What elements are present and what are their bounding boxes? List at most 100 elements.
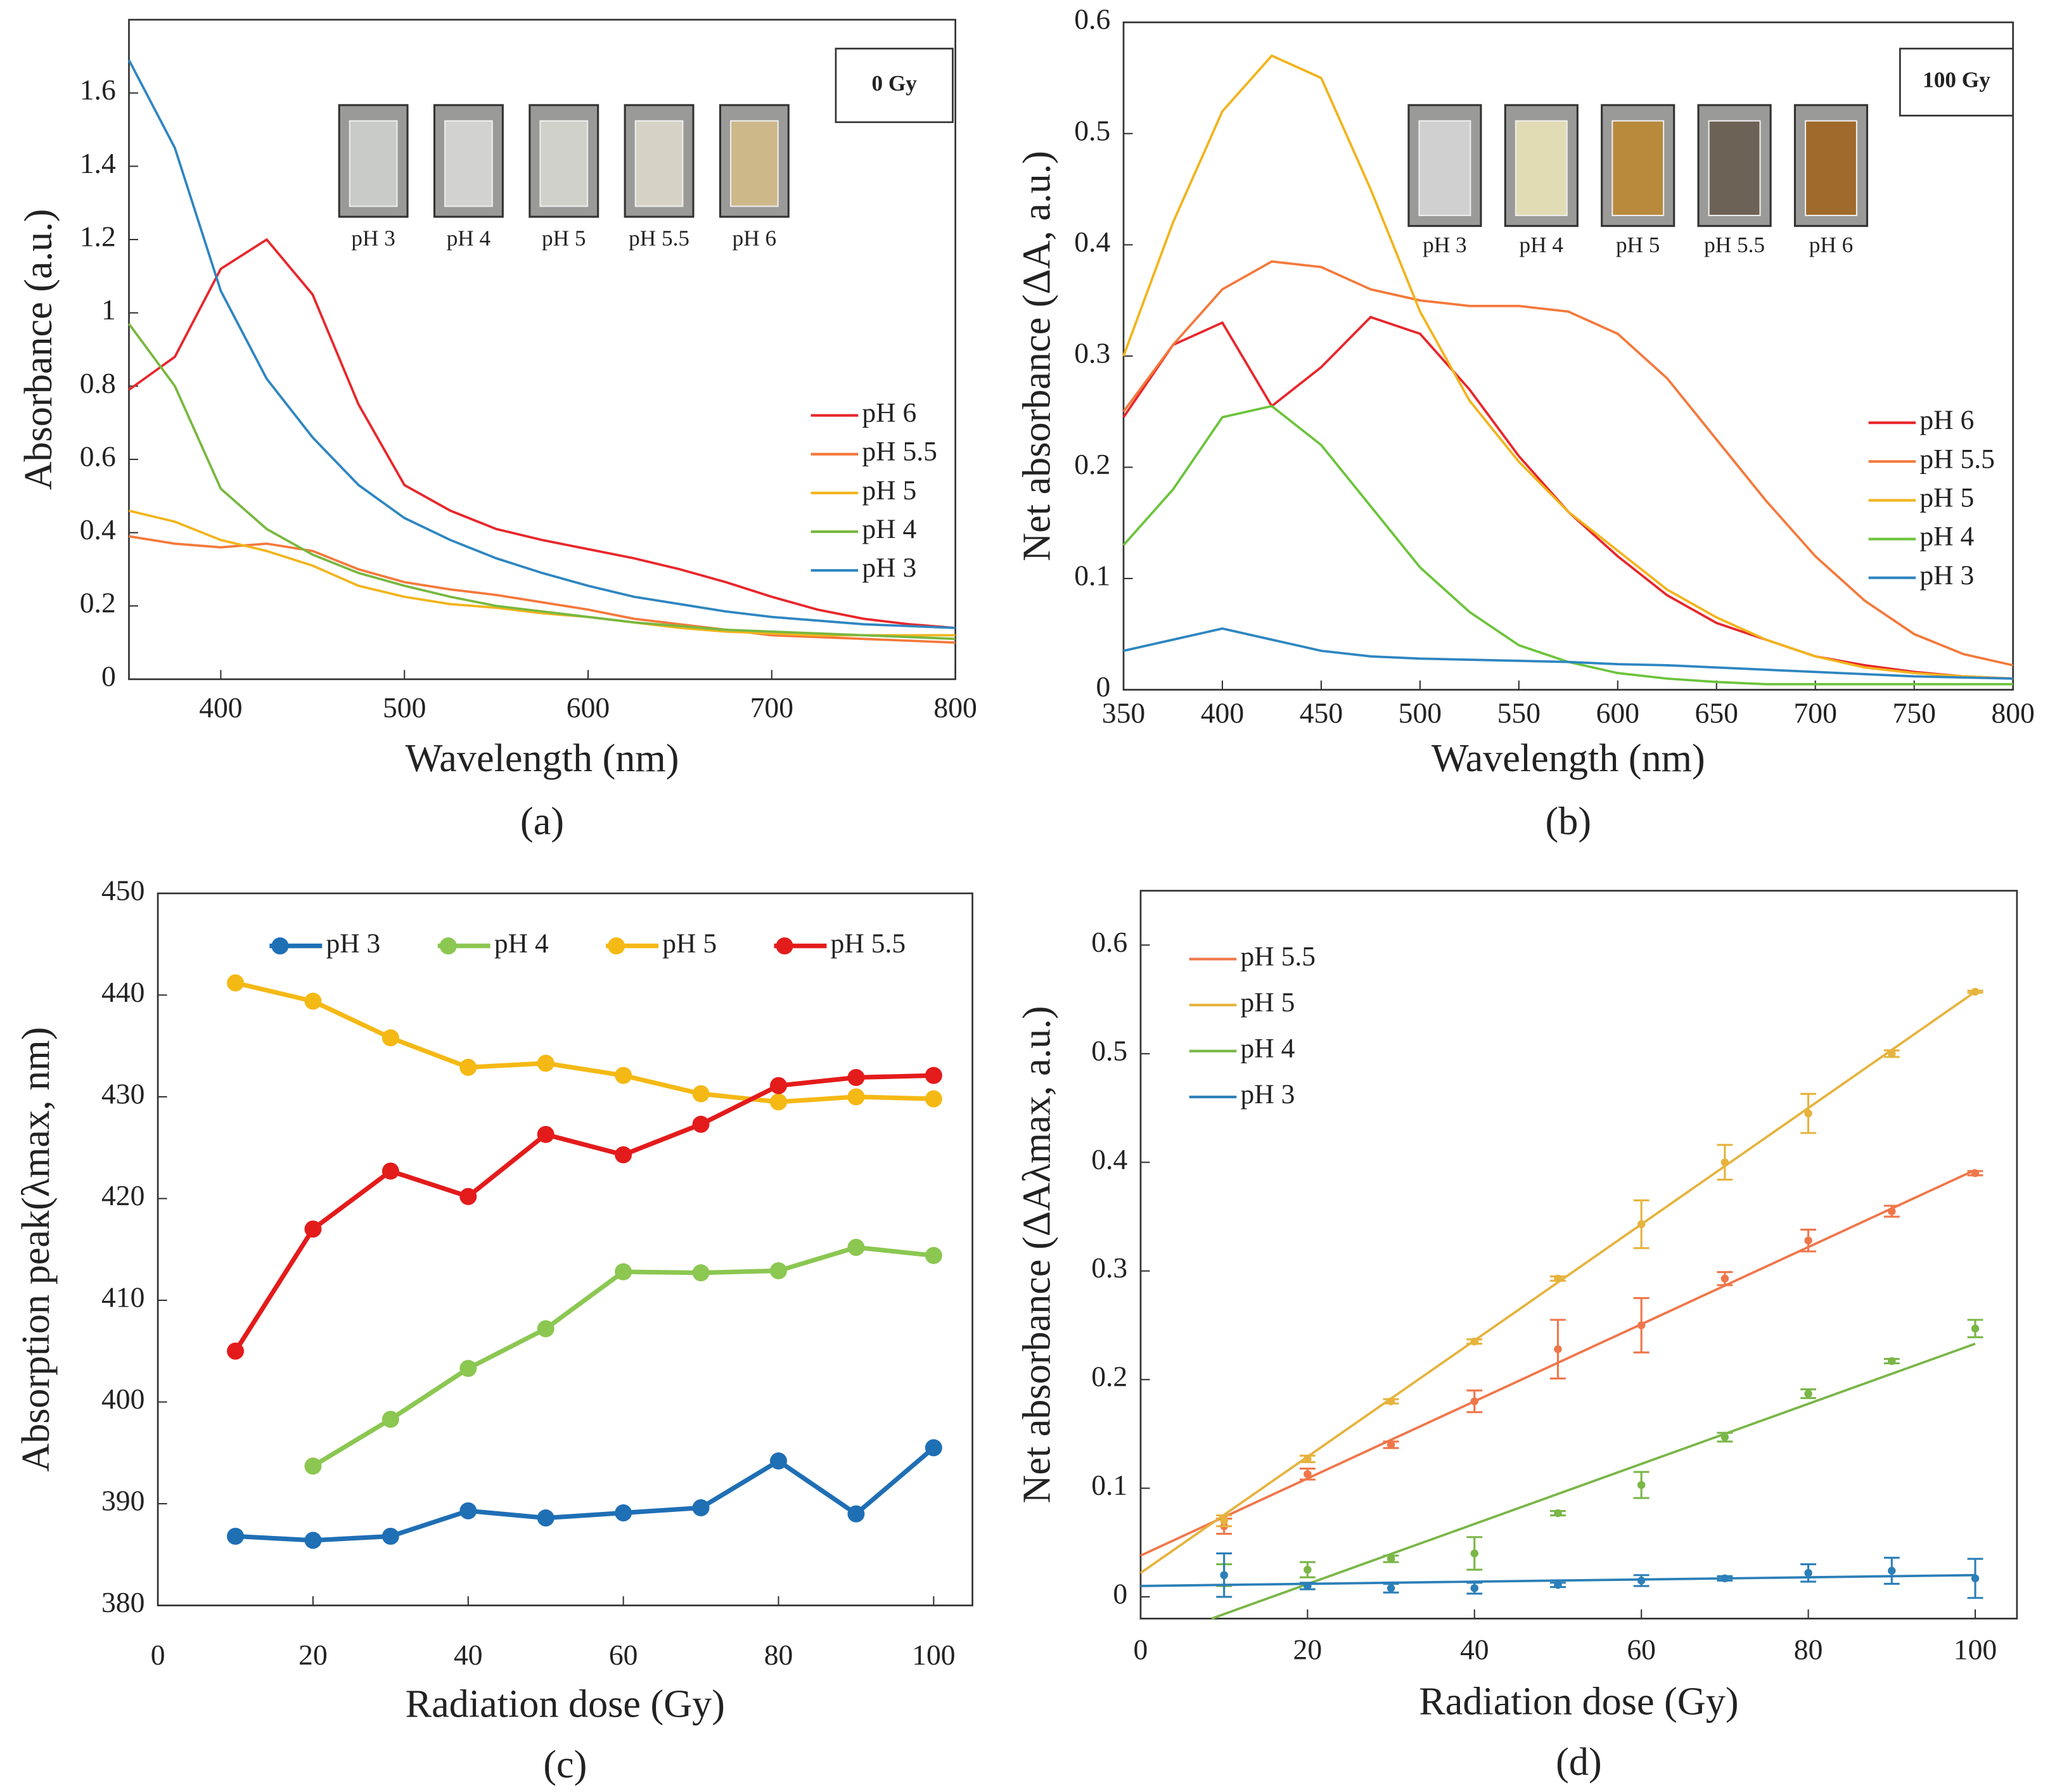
data-point [304, 1457, 322, 1475]
data-point [304, 992, 322, 1010]
data-point [1637, 1481, 1646, 1489]
y-tick-label: 0.5 [1091, 1034, 1127, 1066]
data-point [1720, 1433, 1729, 1442]
y-tick-label: 0.1 [1074, 559, 1110, 591]
data-point [1720, 1574, 1729, 1583]
y-tick-label: 0.6 [80, 440, 116, 472]
x-axis-label: Wavelength (nm) [1432, 737, 1705, 780]
legend-label: pH 4 [862, 514, 916, 544]
dose-box [1899, 48, 2014, 117]
legend-label: pH 6 [862, 398, 916, 428]
data-point [615, 1263, 632, 1281]
data-point [537, 1125, 554, 1143]
legend-marker [271, 937, 289, 955]
data-point [1888, 1566, 1896, 1575]
y-tick-label: 430 [101, 1077, 144, 1110]
x-tick-label: 550 [1497, 696, 1541, 729]
data-point [1387, 1397, 1395, 1405]
y-axis-label: Net absorbance (ΔA, a.u.) [1016, 151, 1059, 561]
data-point [1804, 1109, 1812, 1118]
data-point [692, 1085, 710, 1103]
data-point [1470, 1337, 1478, 1346]
series-line [129, 535, 956, 644]
series-line [1123, 627, 2013, 680]
y-tick-label: 1.2 [80, 221, 116, 253]
x-axis-label: Radiation dose (Gy) [406, 1683, 725, 1726]
data-point [1720, 1158, 1729, 1167]
y-tick-label: 1.4 [80, 147, 116, 179]
legend-label: pH 3 [326, 928, 380, 959]
legend-label: pH 5.5 [1241, 942, 1316, 972]
data-point [227, 1342, 245, 1360]
x-tick-label: 700 [750, 691, 793, 724]
data-point [1971, 987, 1980, 996]
panel: 400 500 600 700 800 0 0.2 0.4 0.6 0.8 1 1.2 1.4 1.6 Wa… [17, 18, 977, 843]
data-point [227, 974, 245, 992]
data-point [692, 1499, 710, 1516]
data-point [537, 1054, 554, 1072]
legend-label: pH 4 [1241, 1034, 1295, 1064]
data-point [459, 1187, 477, 1205]
y-tick-label: 0.4 [1074, 226, 1110, 258]
x-tick-label: 80 [1794, 1634, 1823, 1666]
data-point [381, 1162, 399, 1180]
data-point [770, 1262, 787, 1279]
y-tick-label: 0.3 [1074, 336, 1110, 369]
fit-line [1140, 1573, 1976, 1587]
y-tick-label: 410 [101, 1281, 144, 1313]
legend-label: pH 3 [1241, 1079, 1295, 1110]
y-tick-label: 0.4 [1091, 1143, 1127, 1175]
legend-label: pH 4 [494, 928, 549, 959]
y-tick-label: 450 [101, 874, 144, 906]
data-point [847, 1505, 865, 1523]
data-point [1470, 1397, 1478, 1405]
fit-line [1211, 1342, 1976, 1620]
data-point [227, 1527, 245, 1545]
data-point [381, 1527, 399, 1545]
data-point [1387, 1440, 1395, 1449]
x-tick-label: 100 [1954, 1634, 1997, 1666]
y-tick-label: 0.2 [80, 587, 116, 619]
y-tick-label: 0.5 [1074, 114, 1110, 146]
vial-liquid [634, 120, 684, 207]
panel-label: (c) [543, 1743, 587, 1786]
data-point [1554, 1509, 1562, 1518]
y-tick-label: 0.8 [80, 367, 116, 399]
y-tick-label: 0 [101, 660, 116, 692]
y-axis-label: Net absorbance (ΔAλmax, a.u.) [1016, 1006, 1059, 1504]
data-point [1220, 1571, 1228, 1579]
panel-label: (b) [1546, 800, 1592, 843]
data-point [925, 1246, 942, 1264]
data-point [1971, 1324, 1980, 1333]
legend-label: pH 4 [1919, 522, 1974, 552]
y-tick-label: 1.6 [80, 74, 116, 106]
data-point [692, 1264, 710, 1282]
data-point [1304, 1455, 1312, 1463]
data-point [847, 1088, 865, 1106]
vial-label: pH 5.5 [1704, 233, 1765, 257]
y-axis-label: Absorbance (a.u.) [17, 209, 60, 490]
series-line [127, 59, 956, 629]
data-point [615, 1146, 632, 1163]
x-tick-label: 40 [454, 1639, 483, 1671]
x-tick-label: 60 [609, 1639, 638, 1671]
data-point [770, 1452, 787, 1470]
data-point [459, 1360, 477, 1378]
legend-label: pH 5 [1919, 483, 1974, 513]
data-point [1554, 1345, 1562, 1354]
x-tick-label: 350 [1102, 696, 1145, 729]
vial-label: pH 5 [542, 226, 586, 251]
vial-liquid [730, 120, 779, 207]
data-point [1888, 1207, 1896, 1215]
dose-label: 100 Gy [1923, 68, 1990, 93]
series-line [1122, 260, 2014, 667]
panel-label: (a) [520, 800, 564, 843]
series-line [128, 238, 956, 629]
data-point [1720, 1274, 1729, 1283]
data-point [692, 1115, 710, 1133]
series-line [233, 1073, 934, 1353]
y-tick-label: 390 [101, 1485, 144, 1517]
data-point [1304, 1582, 1312, 1590]
data-point [770, 1093, 787, 1111]
